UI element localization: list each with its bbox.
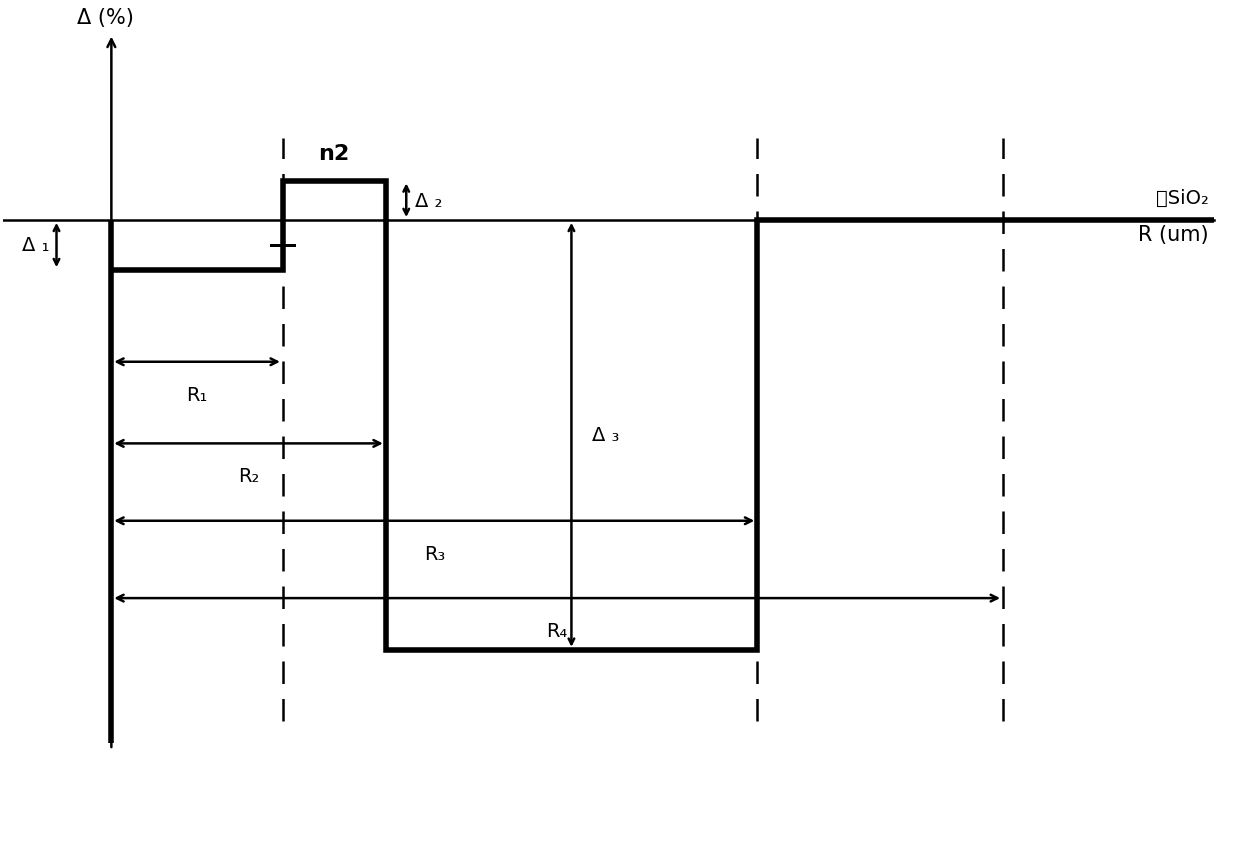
Text: Δ ₂: Δ ₂ xyxy=(415,192,443,211)
Text: n2: n2 xyxy=(319,143,350,164)
Text: R₃: R₃ xyxy=(424,544,445,563)
Text: R₄: R₄ xyxy=(547,621,568,641)
Text: R (um): R (um) xyxy=(1138,224,1209,244)
Text: Δ (%): Δ (%) xyxy=(77,8,134,27)
Text: R₂: R₂ xyxy=(238,467,259,485)
Text: Δ ₃: Δ ₃ xyxy=(591,426,619,444)
Text: 绯SiO₂: 绯SiO₂ xyxy=(1156,189,1209,208)
Text: R₁: R₁ xyxy=(186,386,208,404)
Text: Δ ₁: Δ ₁ xyxy=(22,236,50,255)
